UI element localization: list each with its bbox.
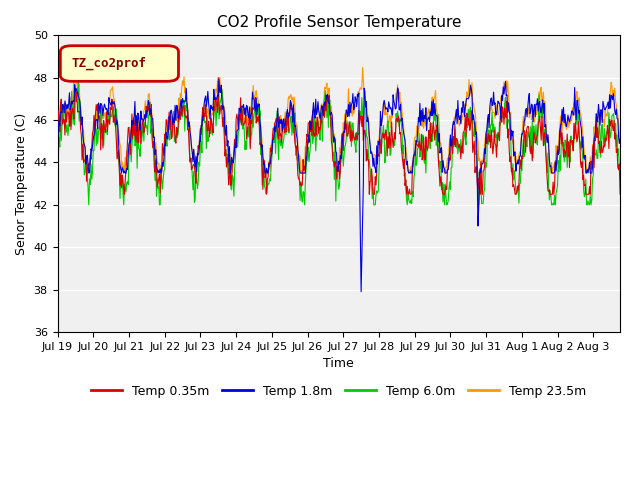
Title: CO2 Profile Sensor Temperature: CO2 Profile Sensor Temperature xyxy=(216,15,461,30)
Legend: Temp 0.35m, Temp 1.8m, Temp 6.0m, Temp 23.5m: Temp 0.35m, Temp 1.8m, Temp 6.0m, Temp 2… xyxy=(86,380,592,403)
Text: TZ_co2prof: TZ_co2prof xyxy=(72,57,147,70)
FancyBboxPatch shape xyxy=(60,46,179,81)
Y-axis label: Senor Temperature (C): Senor Temperature (C) xyxy=(15,112,28,255)
X-axis label: Time: Time xyxy=(323,357,354,370)
